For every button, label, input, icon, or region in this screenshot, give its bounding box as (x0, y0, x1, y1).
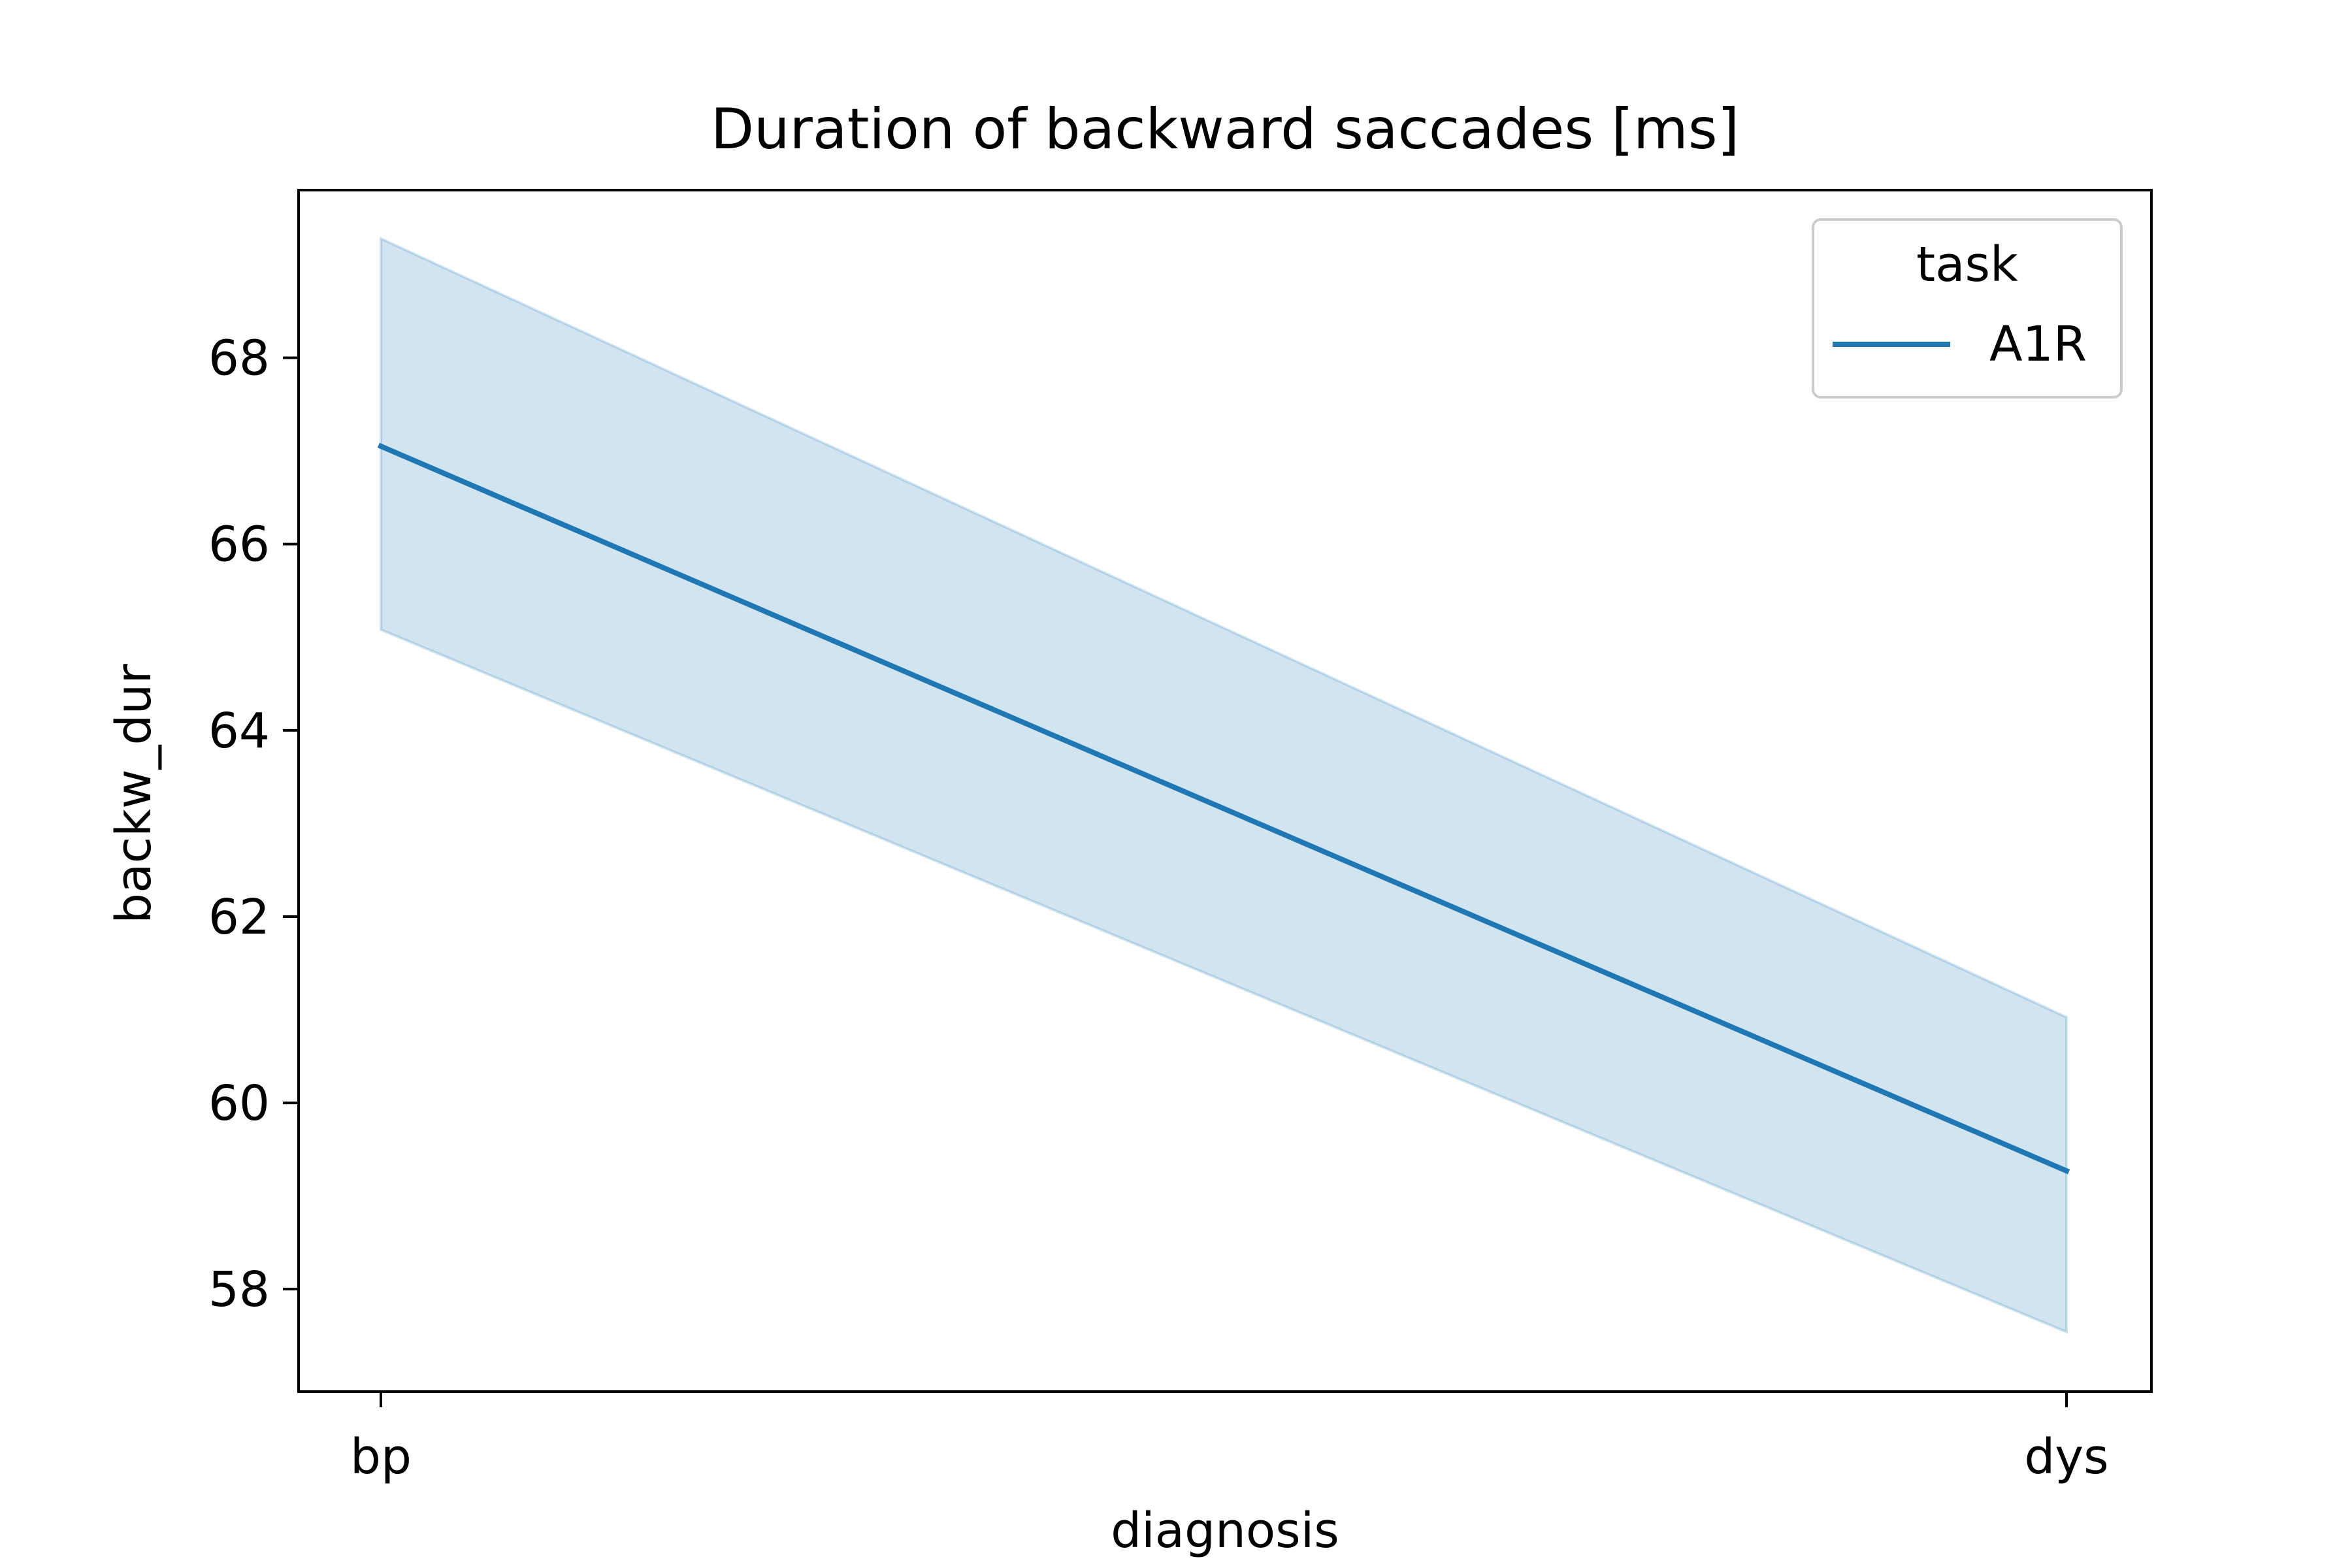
legend: task A1R (1812, 218, 2123, 399)
y-tick-label-66: 66 (208, 517, 270, 573)
y-axis-label: backw_dur (106, 664, 162, 924)
series-line-a1r (377, 442, 2070, 1175)
y-tick-label-64: 64 (208, 703, 270, 759)
x-tick-label-dys: dys (2024, 1429, 2108, 1485)
confidence-band-series-a1r (380, 237, 2068, 1334)
legend-label-series-a1r: A1R (1989, 316, 2087, 372)
legend-box (1812, 218, 2123, 399)
legend-title: task (1916, 237, 2018, 293)
plot-frame (297, 189, 2153, 1393)
y-tick-label-58: 58 (208, 1262, 270, 1318)
x-axis-label: diagnosis (1111, 1503, 1339, 1559)
series-layer (377, 237, 2070, 1334)
x-axis: bp dys (350, 1392, 2109, 1485)
y-tick-label-68: 68 (208, 331, 270, 387)
y-tick-label-60: 60 (208, 1075, 270, 1132)
y-tick-label-62: 62 (208, 889, 270, 945)
y-axis: 58 60 62 64 66 68 (208, 331, 299, 1318)
chart-title: Duration of backward saccades [ms] (711, 97, 1739, 162)
x-tick-label-bp: bp (350, 1429, 412, 1485)
